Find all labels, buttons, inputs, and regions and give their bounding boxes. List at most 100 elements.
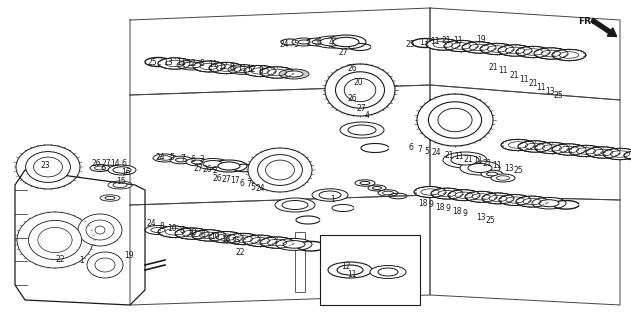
Text: 5: 5 — [169, 153, 174, 162]
Ellipse shape — [460, 161, 500, 175]
Text: 21: 21 — [482, 159, 492, 168]
Ellipse shape — [234, 67, 252, 73]
Ellipse shape — [175, 158, 187, 162]
Ellipse shape — [355, 180, 375, 186]
Text: 25: 25 — [514, 166, 524, 175]
Ellipse shape — [192, 230, 226, 241]
Ellipse shape — [193, 61, 225, 72]
Text: 22: 22 — [55, 255, 65, 264]
Ellipse shape — [26, 152, 71, 182]
Ellipse shape — [312, 40, 324, 44]
Text: 24: 24 — [155, 153, 165, 162]
Text: 4: 4 — [365, 111, 370, 120]
Text: 6: 6 — [239, 179, 244, 188]
Ellipse shape — [175, 228, 209, 239]
Ellipse shape — [480, 43, 514, 55]
Ellipse shape — [336, 72, 384, 108]
Ellipse shape — [337, 265, 363, 275]
Text: 18: 18 — [452, 207, 462, 216]
Text: 26: 26 — [91, 159, 101, 168]
Text: 14: 14 — [110, 159, 121, 168]
Text: 8: 8 — [230, 63, 235, 72]
Ellipse shape — [552, 144, 586, 155]
Text: 8: 8 — [258, 66, 263, 75]
Ellipse shape — [28, 220, 81, 260]
Ellipse shape — [292, 38, 316, 46]
Text: 11: 11 — [536, 83, 546, 92]
Text: 13: 13 — [419, 38, 429, 47]
Ellipse shape — [370, 266, 406, 278]
Ellipse shape — [325, 64, 395, 116]
Text: 27: 27 — [101, 159, 111, 168]
Text: 21: 21 — [442, 36, 452, 45]
Ellipse shape — [314, 36, 350, 48]
Text: 3: 3 — [199, 156, 204, 164]
Text: 6: 6 — [190, 155, 195, 164]
Text: 8: 8 — [180, 226, 185, 235]
Ellipse shape — [368, 185, 386, 191]
Ellipse shape — [539, 200, 559, 207]
Text: 12: 12 — [186, 59, 196, 68]
Ellipse shape — [328, 262, 372, 278]
Text: 25: 25 — [148, 58, 158, 67]
Text: 27: 27 — [356, 104, 366, 113]
Ellipse shape — [340, 122, 384, 138]
Ellipse shape — [498, 45, 532, 56]
Ellipse shape — [491, 174, 515, 182]
Text: 25: 25 — [405, 40, 415, 49]
Text: 26: 26 — [347, 64, 357, 73]
Text: 25: 25 — [231, 237, 241, 246]
Ellipse shape — [108, 165, 136, 175]
Ellipse shape — [552, 49, 586, 61]
Ellipse shape — [443, 152, 487, 168]
Text: 27: 27 — [221, 175, 231, 184]
Text: 21: 21 — [463, 155, 473, 164]
Text: 4: 4 — [328, 38, 333, 47]
Ellipse shape — [183, 62, 201, 68]
Ellipse shape — [260, 67, 294, 78]
Text: 7: 7 — [305, 39, 310, 48]
Text: 19: 19 — [124, 252, 134, 260]
Text: 6: 6 — [317, 38, 322, 47]
Ellipse shape — [257, 155, 302, 185]
Ellipse shape — [451, 155, 479, 165]
Text: 21: 21 — [509, 71, 519, 80]
Ellipse shape — [100, 195, 120, 201]
Ellipse shape — [482, 193, 514, 204]
Text: 8: 8 — [199, 60, 204, 68]
Text: 23: 23 — [40, 161, 50, 170]
Text: 21: 21 — [528, 79, 538, 88]
Ellipse shape — [170, 156, 192, 164]
Text: FR.: FR. — [578, 18, 594, 27]
Ellipse shape — [86, 220, 114, 240]
Ellipse shape — [516, 46, 550, 58]
Ellipse shape — [348, 125, 376, 135]
Ellipse shape — [501, 139, 535, 151]
Ellipse shape — [462, 42, 496, 53]
Ellipse shape — [448, 190, 480, 201]
Text: 16: 16 — [121, 168, 131, 177]
Text: 10: 10 — [209, 232, 220, 241]
Text: 12: 12 — [218, 62, 228, 71]
Text: 27: 27 — [194, 164, 204, 173]
Ellipse shape — [218, 162, 240, 170]
Ellipse shape — [319, 191, 341, 199]
Text: 9: 9 — [463, 209, 468, 218]
Ellipse shape — [499, 195, 531, 205]
Ellipse shape — [153, 154, 177, 162]
Ellipse shape — [16, 145, 80, 189]
Ellipse shape — [243, 235, 277, 246]
Text: 11: 11 — [454, 152, 464, 161]
Text: 22: 22 — [235, 248, 245, 257]
FancyBboxPatch shape — [320, 235, 420, 305]
Ellipse shape — [516, 196, 548, 207]
Text: 26: 26 — [347, 94, 357, 103]
Ellipse shape — [312, 189, 348, 201]
Text: 21: 21 — [488, 63, 498, 72]
Text: 17: 17 — [230, 176, 240, 185]
Ellipse shape — [211, 160, 247, 172]
Ellipse shape — [326, 35, 366, 49]
Ellipse shape — [285, 71, 303, 77]
Ellipse shape — [90, 164, 110, 172]
Text: 13: 13 — [504, 164, 514, 173]
